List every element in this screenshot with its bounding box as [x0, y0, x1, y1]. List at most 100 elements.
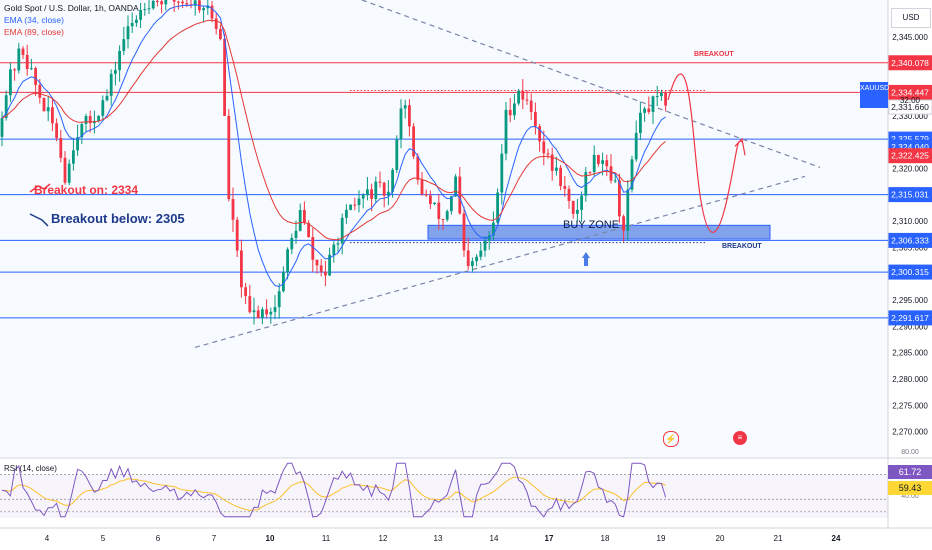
candle-body	[416, 156, 420, 180]
candle-body	[315, 259, 319, 266]
candle-body	[248, 296, 252, 313]
candle-body	[542, 141, 546, 154]
trend-down-icon	[29, 213, 49, 227]
candle-body	[521, 90, 525, 100]
candle-body	[660, 93, 663, 97]
candle-body	[30, 68, 33, 70]
symbol-title[interactable]: Gold Spot / U.S. Dollar, 1h, OANDA	[4, 3, 139, 13]
candle-body	[42, 97, 46, 112]
candle-body	[340, 217, 344, 244]
candle-body	[618, 180, 621, 217]
candle-body	[630, 159, 634, 190]
y-tick-label: 2,285.000	[892, 349, 928, 358]
x-tick-label: 10	[266, 534, 275, 543]
candle-body	[437, 202, 441, 220]
rsi-title[interactable]: RSI (14, close)	[4, 464, 57, 473]
price-tag-box	[888, 187, 932, 203]
breakout-on-label: Breakout on: 2334	[34, 183, 139, 197]
candle-body	[576, 209, 579, 214]
price-tag-label: 2,340.078	[891, 58, 929, 68]
candle-body	[206, 5, 210, 9]
candle-body	[311, 237, 315, 260]
projection-path	[667, 73, 743, 233]
symbol-badge[interactable]: XAUUSD	[860, 82, 889, 108]
candle-body	[294, 230, 298, 238]
candle-body	[13, 69, 16, 71]
candle-body	[374, 181, 378, 199]
candle-body	[643, 108, 646, 113]
candle-body	[80, 124, 84, 138]
candle-body	[458, 176, 462, 214]
candle-body	[424, 194, 428, 196]
ema89-legend[interactable]: EMA (89, close)	[4, 27, 64, 37]
projection-arrowhead	[734, 137, 746, 156]
candle-body	[378, 181, 382, 183]
candle-body	[118, 50, 121, 71]
candle-body	[571, 200, 575, 214]
candle-body	[504, 109, 508, 154]
candle-body	[622, 216, 625, 231]
candle-body	[105, 95, 109, 101]
candle-body	[109, 73, 113, 96]
bar-countdown: 32:00	[899, 96, 921, 105]
candle-body	[202, 8, 205, 11]
candle-body	[466, 250, 470, 267]
rsi-ma-line	[1, 476, 666, 512]
buy-zone-label: BUY ZONE	[563, 219, 620, 231]
candle-body	[307, 222, 310, 238]
y-tick-label: 2,320.000	[892, 164, 928, 173]
candle-body	[357, 198, 361, 206]
candle-body	[55, 123, 58, 139]
candle-body	[639, 112, 642, 134]
y-tick-label: 2,290.000	[892, 322, 928, 331]
ema34-legend[interactable]: EMA (34, close)	[4, 15, 64, 25]
candle-body	[534, 111, 537, 127]
x-tick-label: 11	[322, 534, 331, 543]
price-tag-box	[888, 148, 932, 164]
candle-body	[265, 309, 268, 315]
candle-body	[588, 172, 592, 174]
candle-body	[492, 222, 495, 236]
candle-body	[605, 160, 609, 167]
candle-body	[382, 182, 386, 196]
candle-body	[332, 244, 336, 255]
candle-body	[483, 240, 487, 251]
candle-body	[445, 211, 449, 220]
price-tag-label: 2,291.617	[891, 313, 929, 323]
candle-body	[135, 19, 138, 23]
candle-body	[210, 5, 214, 19]
lightning-icon[interactable]: ⚡	[663, 431, 679, 447]
candle-body	[38, 84, 42, 98]
currency-button[interactable]: USD	[891, 8, 931, 28]
candle-body	[508, 109, 512, 116]
candle-body	[76, 137, 79, 151]
candle-body	[59, 138, 63, 158]
price-tag-label: 2,306.333	[891, 235, 929, 245]
candle-body	[353, 204, 357, 206]
breakout-upper-label: BREAKOUT	[694, 51, 734, 58]
buy-zone-rect	[427, 224, 771, 240]
candle-body	[177, 1, 180, 3]
trend-up-icon	[29, 183, 51, 193]
candle-body	[4, 95, 8, 119]
candle-body	[391, 169, 394, 192]
x-tick-label: 4	[45, 534, 50, 543]
y-tick-label: 2,280.000	[892, 375, 928, 384]
candle-body	[185, 3, 189, 5]
price-tag-label: 2,331.660	[891, 102, 929, 112]
rsi-top-label: 80.00	[901, 449, 919, 456]
candle-body	[361, 194, 365, 199]
candle-body	[546, 153, 550, 155]
candle-body	[597, 154, 600, 164]
candle-body	[164, 0, 168, 5]
candle-body	[664, 93, 667, 106]
candle-body	[626, 189, 630, 231]
x-tick-label: 13	[434, 534, 443, 543]
price-tag-label: 2,315.031	[891, 190, 929, 200]
candle-body	[9, 69, 12, 96]
x-tick-label: 5	[101, 534, 106, 543]
flag-event-icon[interactable]: ≡	[733, 431, 747, 445]
candle-body	[114, 70, 117, 74]
candle-body	[172, 0, 176, 2]
